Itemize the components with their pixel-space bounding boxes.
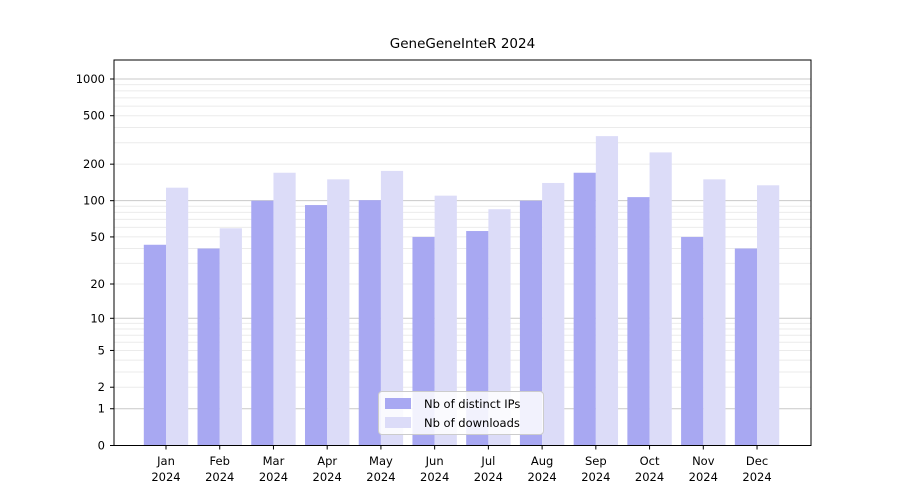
x-tick-label: Aug 2024	[527, 454, 556, 484]
bar-downloads-apr	[327, 179, 350, 446]
x-tick-label: Feb 2024	[205, 454, 234, 484]
legend: Nb of distinct IPs Nb of downloads	[378, 391, 544, 435]
bar-downloads-aug	[542, 182, 565, 446]
bar-distinct-ips-feb	[197, 248, 220, 446]
y-tick-label: 2	[98, 380, 105, 394]
bar-downloads-may	[380, 170, 404, 446]
x-tick-label: Jan 2024	[151, 454, 180, 484]
x-tick-label: Sep 2024	[581, 454, 610, 484]
bar-distinct-ips-sep	[573, 172, 596, 446]
bar-distinct-ips-may	[358, 200, 381, 446]
x-tick-label: Nov 2024	[689, 454, 718, 484]
y-tick-label: 100	[83, 194, 105, 208]
plot-border	[113, 59, 812, 446]
y-tick-label: 5	[98, 343, 105, 357]
y-tick-label: 1	[98, 402, 105, 416]
x-tick-label: Jun 2024	[420, 454, 449, 484]
bar-downloads-dec	[757, 185, 780, 446]
x-tick-label: May 2024	[366, 454, 395, 484]
bar-downloads-jul	[488, 209, 511, 446]
bar-downloads-jun	[434, 195, 457, 446]
bar-distinct-ips-apr	[304, 205, 328, 446]
bar-distinct-ips-dec	[734, 248, 758, 446]
bar-distinct-ips-aug	[519, 200, 543, 446]
y-tick-label: 0	[98, 439, 105, 453]
bar-downloads-mar	[273, 172, 296, 446]
legend-swatch-downloads-icon	[385, 417, 411, 428]
x-tick-label: Mar 2024	[259, 454, 288, 484]
x-tick-label: Apr 2024	[313, 454, 342, 484]
x-tick-label: Jul 2024	[474, 454, 503, 484]
legend-item-distinct-ips: Nb of distinct IPs	[385, 396, 543, 411]
y-tick-label: 200	[83, 157, 105, 171]
x-tick-label: Oct 2024	[635, 454, 664, 484]
bar-distinct-ips-nov	[681, 236, 704, 446]
legend-item-downloads: Nb of downloads	[385, 415, 543, 430]
bar-downloads-feb	[219, 228, 242, 446]
bar-downloads-jan	[166, 187, 189, 446]
bar-distinct-ips-jan	[143, 244, 166, 446]
bar-distinct-ips-mar	[251, 200, 274, 446]
y-tick-label: 500	[83, 109, 105, 123]
chart-title: GeneGeneInteR 2024	[389, 36, 536, 52]
y-tick-label: 10	[90, 311, 105, 325]
bar-distinct-ips-oct	[627, 197, 650, 446]
y-tick-label: 1000	[76, 72, 105, 86]
legend-label-downloads: Nb of downloads	[424, 415, 520, 430]
legend-label-distinct-ips: Nb of distinct IPs	[424, 396, 521, 411]
legend-swatch-distinct-ips-icon	[385, 398, 411, 409]
bar-downloads-sep	[595, 136, 619, 446]
bar-downloads-oct	[649, 152, 672, 446]
y-tick-label: 50	[90, 230, 105, 244]
y-tick-label: 20	[90, 277, 105, 291]
bar-downloads-nov	[703, 179, 726, 446]
x-tick-label: Dec 2024	[742, 454, 771, 484]
